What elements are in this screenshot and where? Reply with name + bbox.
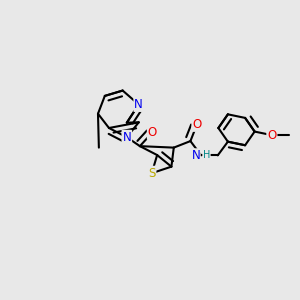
Text: O: O — [192, 118, 202, 131]
Text: H: H — [203, 150, 210, 160]
Text: N: N — [134, 98, 143, 111]
Text: N: N — [191, 149, 200, 162]
Text: S: S — [148, 167, 155, 180]
Text: O: O — [267, 129, 277, 142]
Text: N: N — [122, 131, 131, 144]
Text: O: O — [148, 126, 157, 139]
